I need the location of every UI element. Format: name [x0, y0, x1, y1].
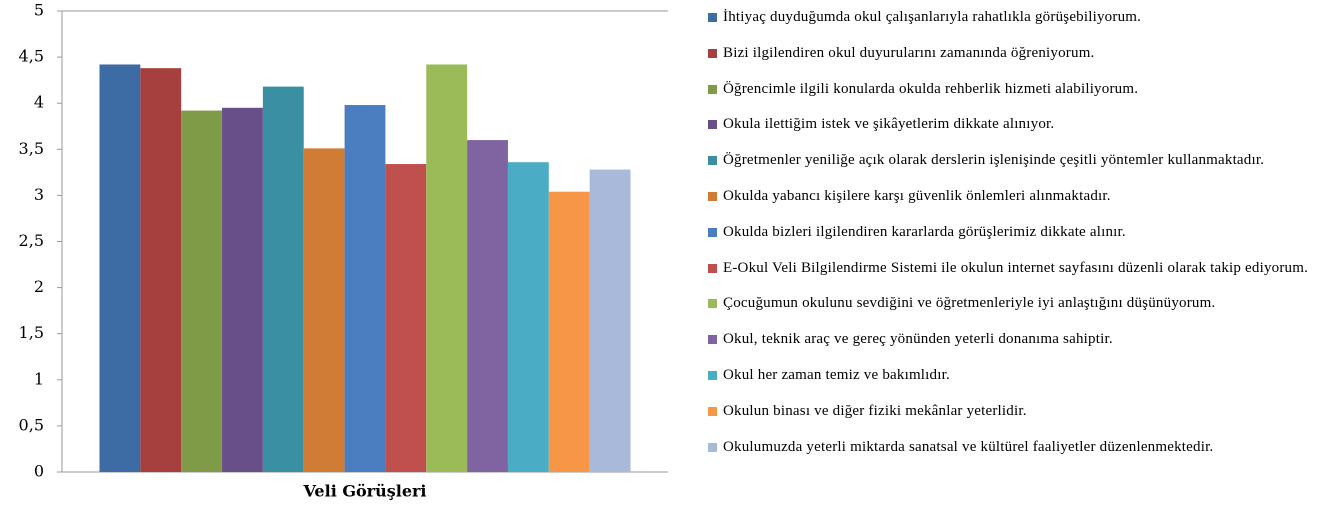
- legend-item: İhtiyaç duyduğumda okul çalışanlarıyla r…: [708, 9, 1318, 45]
- legend-label: İhtiyaç duyduğumda okul çalışanlarıyla r…: [723, 9, 1142, 25]
- y-tick-label: 3: [34, 185, 44, 204]
- bar: [548, 191, 590, 472]
- bar: [262, 86, 304, 472]
- legend-item: Okul, teknik araç ve gereç yönünden yete…: [708, 331, 1318, 367]
- legend-item: E-Okul Veli Bilgilendirme Sistemi ile ok…: [708, 260, 1318, 296]
- bar: [426, 64, 468, 472]
- legend-item: Okula ilettiğim istek ve şikâyetlerim di…: [708, 116, 1318, 152]
- bar: [222, 107, 263, 472]
- legend-swatch: [708, 84, 717, 94]
- bar: [385, 164, 427, 472]
- y-tick-label: 3,5: [19, 139, 44, 158]
- legend-item: Okulun binası ve diğer fiziki mekânlar y…: [708, 403, 1318, 439]
- legend-label: Okulda bizleri ilgilendiren kararlarda g…: [723, 223, 1126, 240]
- legend-swatch: [708, 370, 717, 380]
- legend-item: Okul her zaman temiz ve bakımlıdır.: [708, 367, 1318, 403]
- legend-swatch: [708, 227, 717, 237]
- chart: 0 0,5 1 1,5 2 2,5 3 3,5 4 4,5 5 Veli Görüşleri: [19, 1, 668, 501]
- legend-swatch: [708, 335, 717, 345]
- legend-label: Okul her zaman temiz ve bakımlıdır.: [723, 366, 950, 383]
- legend-label: Öğrencimle ilgili konularda okulda rehbe…: [723, 80, 1139, 97]
- bar: [181, 110, 223, 473]
- legend: İhtiyaç duyduğumda okul çalışanlarıyla r…: [708, 9, 1318, 474]
- y-tick-label: 2,5: [19, 231, 44, 250]
- bar: [507, 162, 549, 472]
- bar: [467, 140, 508, 472]
- legend-label: Okulumuzda yeterli miktarda sanatsal ve …: [723, 438, 1214, 455]
- bar: [589, 169, 631, 473]
- y-tick-label: 5: [34, 1, 44, 20]
- legend-swatch: [708, 191, 717, 201]
- legend-swatch: [708, 299, 717, 309]
- bar: [303, 148, 345, 473]
- bar: [344, 105, 386, 472]
- legend-swatch: [708, 156, 717, 166]
- legend-item: Çocuğumun okulunu sevdiğini ve öğretmenl…: [708, 295, 1318, 331]
- legend-item: Okulda bizleri ilgilendiren kararlarda g…: [708, 224, 1318, 260]
- legend-label: E-Okul Veli Bilgilendirme Sistemi ile ok…: [723, 259, 1309, 276]
- legend-swatch: [708, 13, 717, 22]
- legend-item: Okulda yabancı kişilere karşı güvenlik ö…: [708, 188, 1318, 224]
- legend-label: Çocuğumun okulunu sevdiğini ve öğretmenl…: [723, 295, 1216, 312]
- legend-item: Bizi ilgilendiren okul duyurularını zama…: [708, 45, 1318, 81]
- legend-label: Okulda yabancı kişilere karşı güvenlik ö…: [723, 187, 1111, 204]
- y-tick-label: 1: [34, 369, 44, 388]
- legend-swatch: [708, 263, 717, 273]
- y-tick-label: 0: [34, 462, 44, 481]
- y-tick-label: 4: [34, 93, 44, 112]
- y-tick-label: 2: [34, 277, 44, 296]
- legend-label: Okula ilettiğim istek ve şikâyetlerim di…: [723, 116, 1055, 133]
- y-tick-label: 1,5: [19, 323, 44, 342]
- legend-swatch: [708, 442, 717, 452]
- legend-swatch: [708, 48, 717, 58]
- legend-item: Okulumuzda yeterli miktarda sanatsal ve …: [708, 439, 1318, 475]
- legend-label: Okulun binası ve diğer fiziki mekânlar y…: [723, 402, 1027, 419]
- legend-swatch: [708, 120, 717, 130]
- y-tick-label: 4,5: [19, 47, 44, 66]
- legend-label: Öğretmenler yeniliğe açık olarak dersler…: [723, 152, 1265, 169]
- legend-item: Öğrencimle ilgili konularda okulda rehbe…: [708, 81, 1318, 117]
- legend-item: Öğretmenler yeniliğe açık olarak dersler…: [708, 152, 1318, 188]
- x-tick-label: Veli Görüşleri: [302, 482, 426, 501]
- bar: [99, 64, 141, 472]
- bar: [140, 68, 182, 472]
- legend-swatch: [708, 406, 717, 416]
- y-tick-label: 0,5: [19, 415, 44, 434]
- legend-label: Bizi ilgilendiren okul duyurularını zama…: [723, 44, 1095, 61]
- legend-label: Okul, teknik araç ve gereç yönünden yete…: [723, 331, 1113, 348]
